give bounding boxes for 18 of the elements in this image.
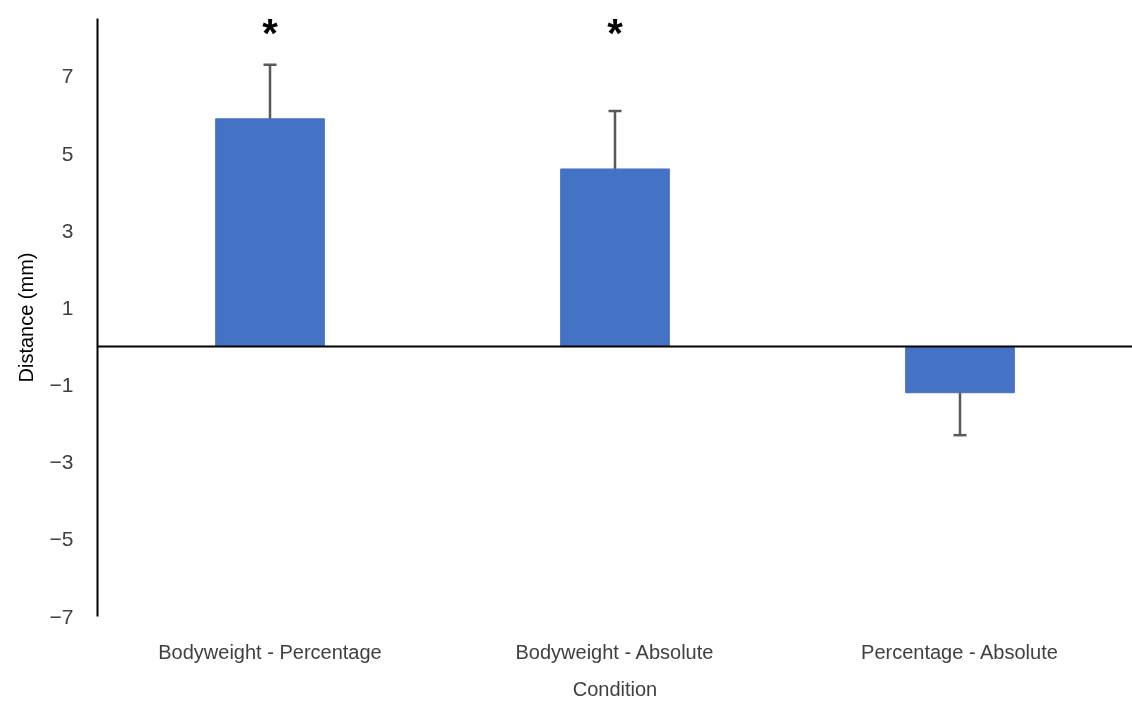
bar (215, 118, 325, 347)
y-tick-label: 7 (61, 64, 74, 88)
y-tick-label: 5 (61, 141, 74, 165)
y-axis-title: Distance (mm) (14, 252, 37, 383)
x-tick-label: Percentage - Absolute (861, 640, 1058, 663)
x-tick-label: Bodyweight - Percentage (158, 640, 382, 663)
y-tick-label: 3 (61, 218, 74, 242)
bar (905, 345, 1015, 394)
x-tick-label: Bodyweight - Absolute (515, 640, 714, 663)
y-tick-label: −3 (49, 450, 74, 474)
y-tick-label: 1 (61, 295, 74, 319)
y-tick-label: −7 (49, 604, 74, 628)
y-tick-label: −5 (49, 527, 74, 551)
annotation: * (262, 10, 279, 55)
y-tick-label: −1 (49, 373, 74, 397)
annotation: * (607, 10, 624, 55)
x-axis-title: Condition (572, 677, 658, 700)
bar (560, 168, 670, 347)
